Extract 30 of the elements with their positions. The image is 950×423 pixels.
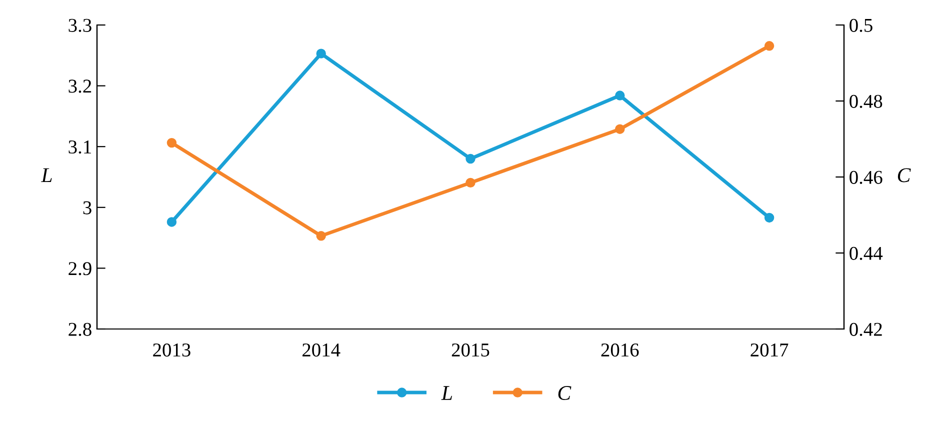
point [316,48,326,58]
point [764,212,774,223]
point [166,138,177,148]
point [466,178,476,188]
y-tick-label: 3 [83,201,92,214]
x-tick-label: 2017 [750,343,788,357]
legend-label: C [558,386,572,400]
legend-label: L [441,386,452,400]
y-tick-label: 2.8 [68,322,92,336]
y2-tick-label: 0.42 [850,322,882,336]
y-tick-label: 3.2 [68,80,92,93]
x-tick-label: 2015 [452,343,490,357]
x-tick-label: 2016 [601,343,639,357]
point [166,217,177,227]
y-axis-title: L [40,168,52,182]
point [466,154,476,164]
point [615,124,625,134]
y-tick-label: 2.9 [68,262,92,276]
point [764,41,774,51]
point [316,231,326,241]
y2-axis-title: C [898,168,911,182]
y-tick-label: 3.1 [68,140,91,154]
x-tick-label: 2014 [302,343,340,357]
y2-tick-label: 0.44 [850,246,883,260]
x-tick-label: 2013 [153,343,190,357]
y2-tick-label: 0.5 [850,18,872,32]
y2-tick-label: 0.48 [850,94,882,108]
point [615,90,625,100]
y2-tick-label: 0.46 [850,170,882,184]
y-tick-label: 3.3 [68,18,92,32]
